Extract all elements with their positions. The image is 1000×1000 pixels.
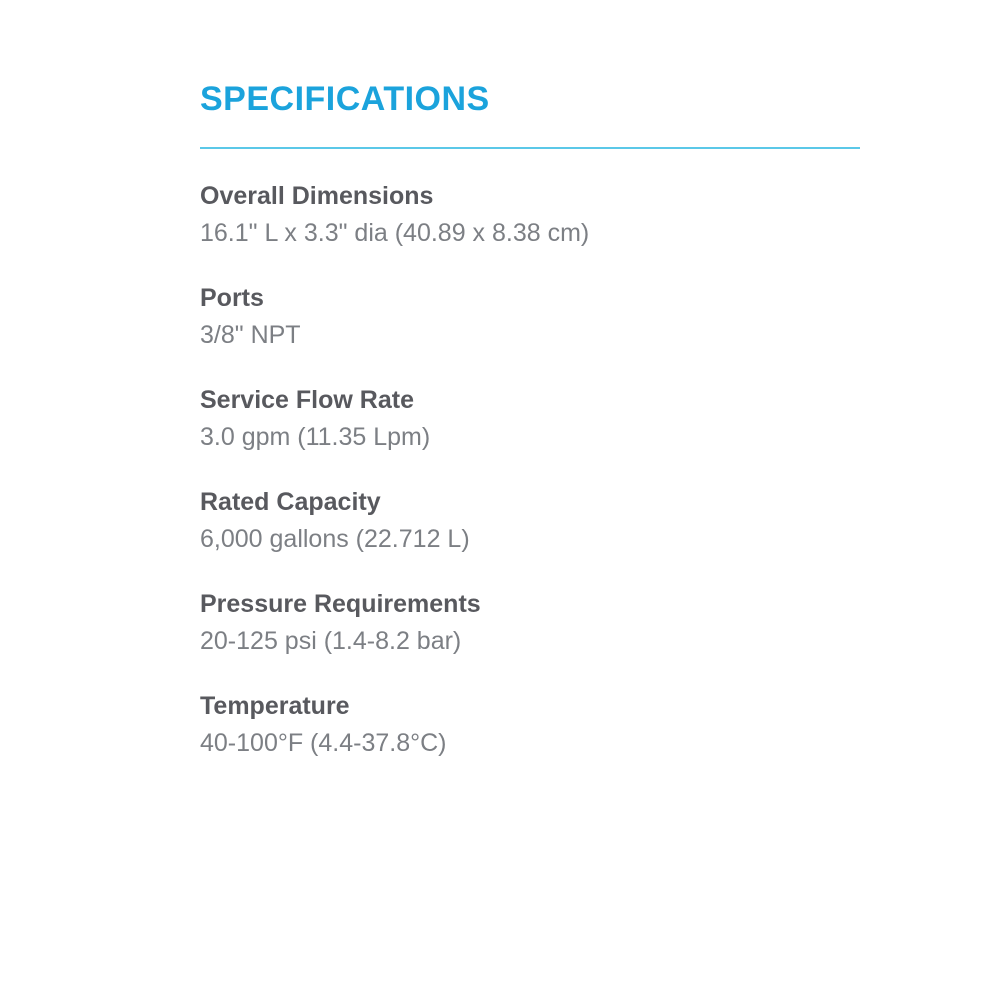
spec-value-pressure-requirements: 20-125 psi (1.4-8.2 bar) — [200, 627, 462, 655]
spec-value-overall-dimensions: 16.1" L x 3.3" dia (40.89 x 8.38 cm) — [200, 219, 590, 247]
list-item: Ports 3/8" NPT — [200, 282, 860, 353]
spec-label-pressure-requirements: Pressure Requirements — [200, 590, 481, 618]
spec-label-ports: Ports — [200, 284, 264, 312]
list-item: Rated Capacity 6,000 gallons (22.712 L) — [200, 486, 860, 557]
list-item: Pressure Requirements 20-125 psi (1.4-8.… — [200, 588, 860, 659]
page-title: SPECIFICATIONS — [200, 80, 490, 118]
title-divider — [200, 147, 860, 149]
list-item: Temperature 40-100°F (4.4-37.8°C) — [200, 690, 860, 761]
spec-label-temperature: Temperature — [200, 692, 350, 720]
spec-value-ports: 3/8" NPT — [200, 321, 301, 349]
list-item: Overall Dimensions 16.1" L x 3.3" dia (4… — [200, 180, 860, 251]
spec-value-rated-capacity: 6,000 gallons (22.712 L) — [200, 525, 470, 553]
specifications-list: Overall Dimensions 16.1" L x 3.3" dia (4… — [200, 180, 860, 761]
spec-label-service-flow-rate: Service Flow Rate — [200, 386, 414, 414]
specifications-panel: SPECIFICATIONS Overall Dimensions 16.1" … — [200, 78, 860, 761]
spec-label-rated-capacity: Rated Capacity — [200, 488, 381, 516]
spec-value-service-flow-rate: 3.0 gpm (11.35 Lpm) — [200, 423, 431, 451]
spec-value-temperature: 40-100°F (4.4-37.8°C) — [200, 729, 447, 757]
spec-label-overall-dimensions: Overall Dimensions — [200, 182, 434, 210]
list-item: Service Flow Rate 3.0 gpm (11.35 Lpm) — [200, 384, 860, 455]
